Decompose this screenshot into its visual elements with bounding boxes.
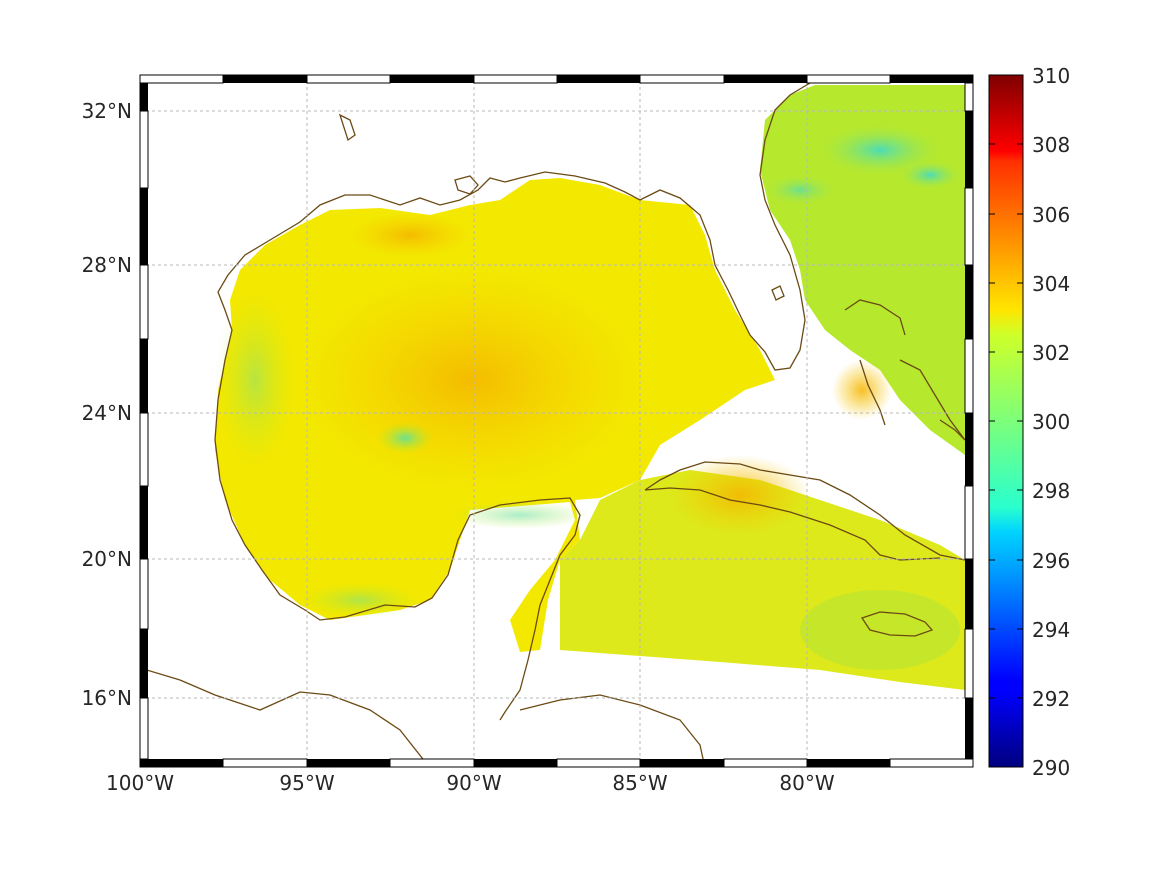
jamaica-coast xyxy=(860,611,934,637)
hispaniola-coast xyxy=(939,419,966,441)
cool-southwest-bay xyxy=(300,582,420,618)
colorbar-label-308: 308 xyxy=(1032,133,1070,157)
colorbar: 310 308 306 304 302 300 298 296 294 292 … xyxy=(988,64,1070,780)
warm-core-gulf xyxy=(300,270,640,490)
cool-western-shelf xyxy=(215,290,295,470)
caribbean-water xyxy=(560,470,965,690)
cool-atlantic-2 xyxy=(900,161,960,189)
colorbar-label-292: 292 xyxy=(1032,687,1070,711)
colorbar-label-294: 294 xyxy=(1032,618,1070,642)
inland-lake-1 xyxy=(338,113,356,142)
longitude-axis: 100°W 95°W 90°W 85°W 80°W xyxy=(106,771,835,795)
lon-label-85w: 85°W xyxy=(612,771,667,795)
sst-field xyxy=(140,75,973,767)
colorbar-label-302: 302 xyxy=(1032,341,1070,365)
colorbar-ticks xyxy=(989,143,1023,699)
central-america-coast xyxy=(140,667,431,767)
lon-label-95w: 95°W xyxy=(279,771,334,795)
lat-label-20n: 20°N xyxy=(82,547,132,571)
warm-north-caribbean xyxy=(670,455,810,535)
cool-caribbean-south xyxy=(800,590,960,670)
graticule xyxy=(140,75,973,767)
lake-okeechobee xyxy=(771,285,785,301)
cool-atlantic-3 xyxy=(765,175,835,205)
colorbar-label-290: 290 xyxy=(1032,756,1070,780)
lat-label-32n: 32°N xyxy=(82,99,132,123)
lon-label-100w: 100°W xyxy=(106,771,174,795)
map-frame xyxy=(139,74,974,768)
cool-campeche xyxy=(450,501,590,529)
us-gulf-coast xyxy=(217,79,816,371)
lat-label-28n: 28°N xyxy=(82,253,132,277)
lat-label-16n: 16°N xyxy=(82,686,132,710)
cool-eddy xyxy=(377,422,433,454)
warm-shelf-louisiana xyxy=(350,213,470,257)
mexico-coast xyxy=(214,329,581,721)
colorbar-label-306: 306 xyxy=(1032,203,1070,227)
cuba-coast xyxy=(644,461,966,561)
cool-atlantic-1 xyxy=(820,125,940,175)
colorbar-labels: 310 308 306 304 302 300 298 296 294 292 … xyxy=(1032,64,1070,780)
bahamas-coast xyxy=(844,299,966,441)
colorbar-label-296: 296 xyxy=(1032,549,1070,573)
lon-label-90w: 90°W xyxy=(446,771,501,795)
lat-label-24n: 24°N xyxy=(82,401,132,425)
colorbar-label-298: 298 xyxy=(1032,479,1070,503)
lon-label-80w: 80°W xyxy=(779,771,834,795)
warm-bahamas xyxy=(832,360,892,420)
latitude-axis: 32°N 28°N 24°N 20°N 16°N xyxy=(82,99,132,710)
colorbar-label-300: 300 xyxy=(1032,410,1070,434)
colorbar-label-304: 304 xyxy=(1032,272,1070,296)
colorbar-label-310: 310 xyxy=(1032,64,1070,88)
